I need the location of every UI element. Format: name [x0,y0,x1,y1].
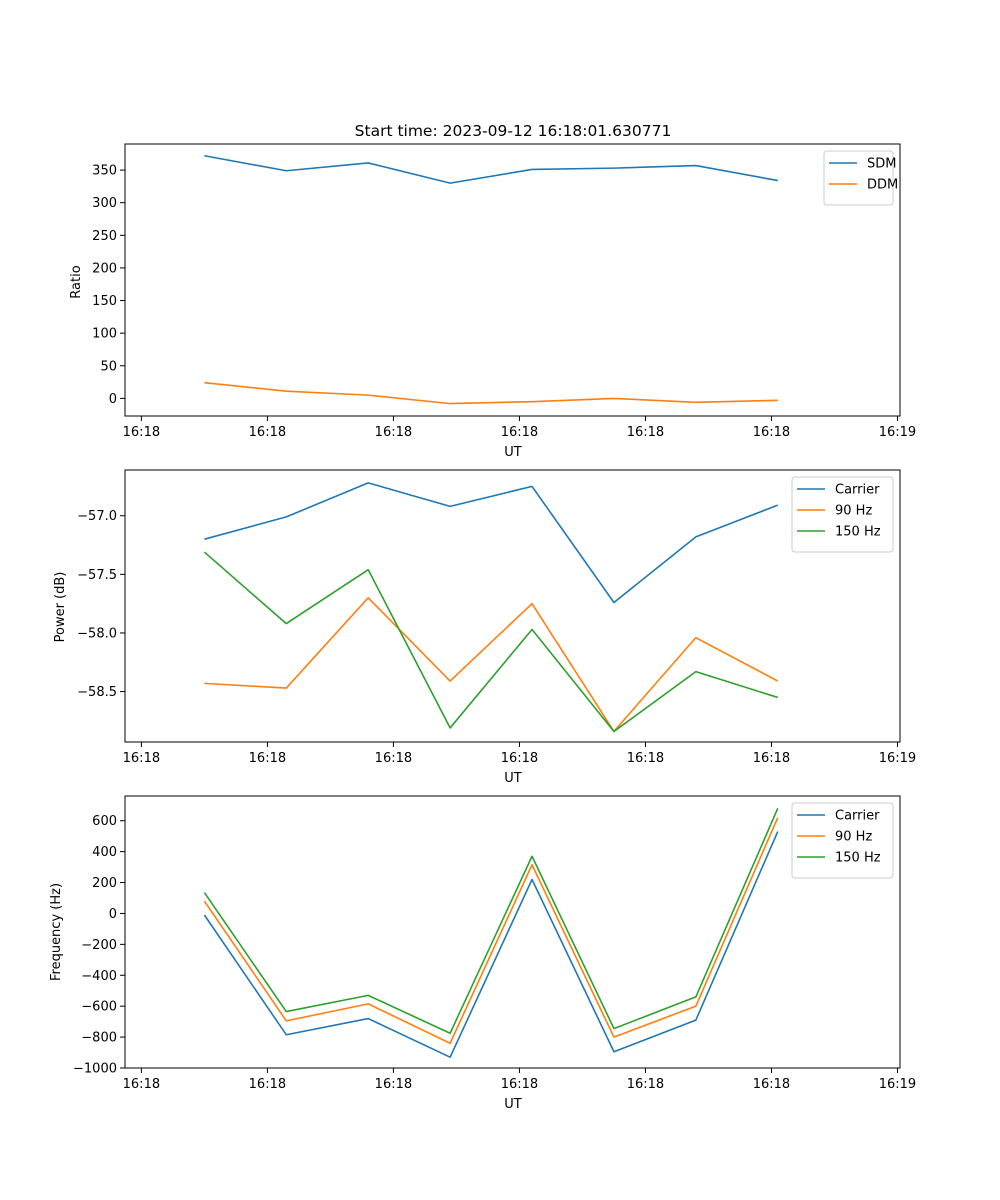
x-tick-label: 16:18 [375,751,412,766]
y-tick-label: 300 [92,196,117,211]
y-axis-label: Frequency (Hz) [49,883,64,981]
chart-title: Start time: 2023-09-12 16:18:01.630771 [355,122,672,140]
legend: SDM DDM [823,150,898,206]
y-tick-label: −600 [81,1000,117,1015]
x-tick-label: 16:18 [123,751,160,766]
axes-frame [124,469,901,743]
x-tick-label: 16:19 [879,751,916,766]
y-tick-label: −57.5 [77,568,117,583]
y-tick-label: −1000 [73,1062,117,1077]
x-tick-label: 16:18 [753,425,790,440]
power-subplot: 16:18 16:18 16:18 16:18 16:18 16:18 16:19 −58.5… [53,469,916,786]
x-tick-label: 16:18 [501,1077,538,1092]
frequency-subplot: 16:18 16:18 16:18 16:18 16:18 16:18 16:19 −1000… [49,795,916,1112]
y-tick-label: −200 [81,938,117,953]
y-tick-label: 200 [92,876,117,891]
y-axis-label: Ratio [69,265,84,298]
axes-frame [124,143,901,417]
x-tick-label: 16:18 [753,1077,790,1092]
y-tick-label: 200 [92,261,117,276]
y-tick-label: 600 [92,814,117,829]
legend-entry: 150 Hz [835,851,881,866]
series-line-carrier [203,831,779,1058]
x-tick-label: 16:18 [249,425,286,440]
y-tick-label: 250 [92,229,117,244]
x-tick-label: 16:18 [375,425,412,440]
legend: Carrier 90 Hz 150 Hz [791,802,894,879]
axes-frame [124,795,901,1069]
x-tick-label: 16:18 [249,751,286,766]
legend-entry: Carrier [835,809,880,824]
series-line-carrier [204,482,779,604]
y-tick-label: 350 [92,164,117,179]
x-tick-label: 16:19 [879,425,916,440]
x-axis-label: UT [504,1097,522,1112]
legend-entry: 150 Hz [835,525,881,540]
y-tick-label: 0 [109,907,117,922]
x-tick-label: 16:18 [501,751,538,766]
legend-box [791,802,894,879]
y-tick-label: −800 [81,1031,117,1046]
legend: Carrier 90 Hz 150 Hz [791,476,894,553]
x-tick-label: 16:18 [501,425,538,440]
series-line-ddm [204,381,778,405]
y-tick-label: −58.5 [77,685,117,700]
x-tick-label: 16:18 [753,751,790,766]
ratio-subplot: Start time: 2023-09-12 16:18:01.630771 1… [69,122,916,460]
legend-entry: Carrier [835,483,880,498]
y-tick-label: 100 [92,327,117,342]
y-tick-label: −57.0 [77,509,117,524]
legend-box [791,476,894,553]
x-tick-label: 16:18 [375,1077,412,1092]
y-tick-label: 400 [92,845,117,860]
legend-entry: 90 Hz [835,504,872,519]
series-line-sdm [204,154,778,184]
x-tick-label: 16:18 [249,1077,286,1092]
legend-entry: 90 Hz [835,830,872,845]
series-line-150-hz [203,551,779,733]
x-tick-label: 16:18 [627,751,664,766]
x-tick-label: 16:18 [123,1077,160,1092]
legend-entry: SDM [867,157,896,172]
legend-entry: DDM [867,178,898,193]
x-tick-label: 16:18 [627,425,664,440]
y-tick-label: −58.0 [77,626,117,641]
y-tick-label: −400 [81,969,117,984]
series-line-90-hz [204,596,779,733]
x-tick-label: 16:19 [879,1077,916,1092]
legend-box [823,150,894,206]
y-axis-label: Power (dB) [53,572,68,643]
series-line-90-hz [203,817,779,1045]
y-tick-label: 0 [109,392,117,407]
x-axis-label: UT [504,771,522,786]
x-axis-label: UT [504,445,522,460]
y-tick-label: 150 [92,294,117,309]
x-tick-label: 16:18 [627,1077,664,1092]
series-line-150-hz [203,808,779,1035]
y-tick-label: 50 [100,359,117,374]
x-tick-label: 16:18 [123,425,160,440]
